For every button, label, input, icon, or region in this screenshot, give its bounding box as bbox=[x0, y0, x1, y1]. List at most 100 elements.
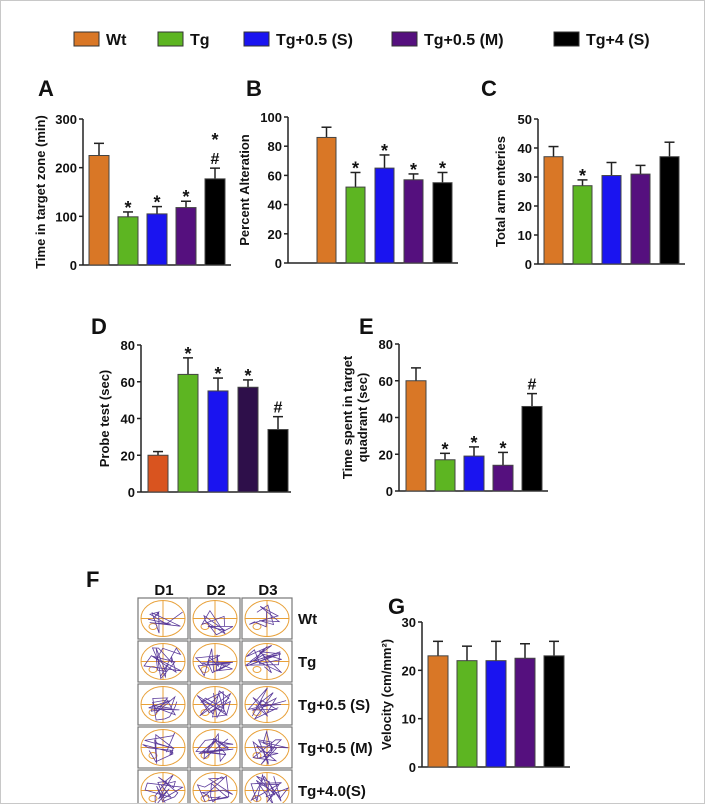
y-tick-label: 60 bbox=[379, 374, 393, 389]
y-axis-label: Time in target zone (min) bbox=[33, 115, 48, 269]
maze-cell bbox=[189, 597, 241, 640]
swim-path bbox=[143, 647, 182, 680]
platform-icon bbox=[252, 623, 262, 630]
swim-path bbox=[247, 687, 287, 720]
significance-star: * bbox=[352, 158, 359, 178]
swim-path bbox=[196, 775, 233, 803]
bar bbox=[434, 459, 456, 492]
bar bbox=[237, 386, 259, 493]
bar bbox=[147, 454, 169, 493]
swim-path bbox=[201, 609, 234, 636]
significance-hash: # bbox=[528, 377, 537, 394]
y-tick-label: 20 bbox=[121, 448, 135, 463]
panel-label: E bbox=[359, 314, 374, 339]
significance-hash: # bbox=[211, 151, 220, 168]
y-tick-label: 80 bbox=[379, 337, 393, 352]
y-tick-label: 0 bbox=[128, 485, 135, 500]
y-tick-label: 10 bbox=[518, 228, 532, 243]
significance-star: * bbox=[439, 158, 446, 178]
bar bbox=[432, 182, 453, 264]
legend-label: Tg+0.5 (M) bbox=[424, 32, 504, 49]
maze-cell bbox=[189, 769, 241, 803]
y-tick-label: 0 bbox=[70, 258, 77, 273]
platform-icon bbox=[148, 752, 158, 759]
panel-label: C bbox=[481, 76, 497, 101]
bar bbox=[175, 207, 197, 266]
swim-path bbox=[250, 773, 290, 803]
y-axis-label: Percent Alteration bbox=[237, 134, 252, 246]
panel-label: G bbox=[388, 594, 405, 619]
significance-star: * bbox=[470, 433, 477, 453]
swim-path bbox=[195, 732, 234, 763]
y-tick-label: 20 bbox=[518, 199, 532, 214]
maze-cell bbox=[241, 726, 293, 769]
legend-swatch bbox=[157, 31, 184, 47]
bar bbox=[316, 136, 337, 264]
maze-cell bbox=[137, 769, 189, 803]
legend-item: Tg+0.5 (M) bbox=[391, 31, 504, 49]
maze-cell bbox=[137, 726, 189, 769]
bar bbox=[463, 455, 485, 492]
group-label: Tg+0.5 (S) bbox=[298, 697, 370, 714]
maze-cell bbox=[137, 597, 189, 640]
day-label: D1 bbox=[154, 582, 173, 599]
y-tick-label: 200 bbox=[55, 161, 77, 176]
bar bbox=[427, 655, 449, 768]
panel-label: F bbox=[86, 567, 99, 592]
legend-swatch bbox=[391, 31, 418, 47]
swim-path bbox=[244, 645, 282, 674]
chart-e: E Time spent in targetquadrant (sec) 0 20 40… bbox=[340, 314, 548, 499]
significance-star: * bbox=[244, 366, 251, 386]
day-label: D2 bbox=[206, 582, 225, 599]
bar bbox=[659, 156, 680, 265]
maze-cell bbox=[241, 640, 293, 683]
y-tick-label: 20 bbox=[268, 227, 282, 242]
day-label: D3 bbox=[258, 582, 277, 599]
chart-b: B Percent Alteration 0 20 40 60 80 100 * * * * bbox=[237, 76, 458, 271]
y-tick-label: 50 bbox=[518, 112, 532, 127]
significance-star: * bbox=[214, 364, 221, 384]
bar bbox=[514, 657, 536, 768]
significance-star: * bbox=[182, 187, 189, 207]
significance-star: * bbox=[410, 160, 417, 180]
significance-star: * bbox=[184, 344, 191, 364]
y-tick-label: 300 bbox=[55, 112, 77, 127]
y-tick-label: 80 bbox=[268, 139, 282, 154]
swim-path bbox=[144, 774, 184, 803]
bar bbox=[207, 390, 229, 493]
y-tick-label: 30 bbox=[518, 170, 532, 185]
legend-item: Tg+0.5 (S) bbox=[243, 31, 353, 49]
y-tick-label: 20 bbox=[402, 663, 416, 678]
chart-g: G Velocity (cm/mm²) 0 10 20 30 bbox=[379, 594, 570, 775]
group-label: Tg+0.5 (M) bbox=[298, 740, 373, 757]
y-axis-label: Total arm enteries bbox=[493, 136, 508, 247]
y-tick-label: 100 bbox=[55, 209, 77, 224]
significance-star: * bbox=[381, 141, 388, 161]
y-tick-label: 40 bbox=[379, 411, 393, 426]
y-tick-label: 20 bbox=[379, 447, 393, 462]
y-tick-label: 100 bbox=[260, 110, 282, 125]
swim-path bbox=[249, 604, 281, 628]
maze-cell bbox=[137, 640, 189, 683]
y-tick-label: 60 bbox=[121, 375, 135, 390]
legend-label: Tg bbox=[190, 32, 210, 49]
maze-cell bbox=[189, 726, 241, 769]
legend-item: Tg+4 (S) bbox=[553, 31, 650, 49]
significance-star: * bbox=[441, 439, 448, 459]
swim-path bbox=[196, 690, 232, 719]
y-tick-label: 80 bbox=[121, 338, 135, 353]
maze-cell bbox=[189, 640, 241, 683]
bar bbox=[88, 155, 110, 266]
y-axis-label: Time spent in targetquadrant (sec) bbox=[340, 355, 370, 479]
significance-star: * bbox=[211, 130, 218, 150]
chart-c: C Total arm enteries 0 10 20 30 40 50 * bbox=[481, 76, 685, 272]
maze-cell bbox=[189, 683, 241, 726]
y-tick-label: 40 bbox=[518, 141, 532, 156]
significance-hash: # bbox=[274, 400, 283, 417]
bar bbox=[405, 380, 427, 492]
maze-cell bbox=[241, 597, 293, 640]
bar bbox=[345, 186, 366, 264]
